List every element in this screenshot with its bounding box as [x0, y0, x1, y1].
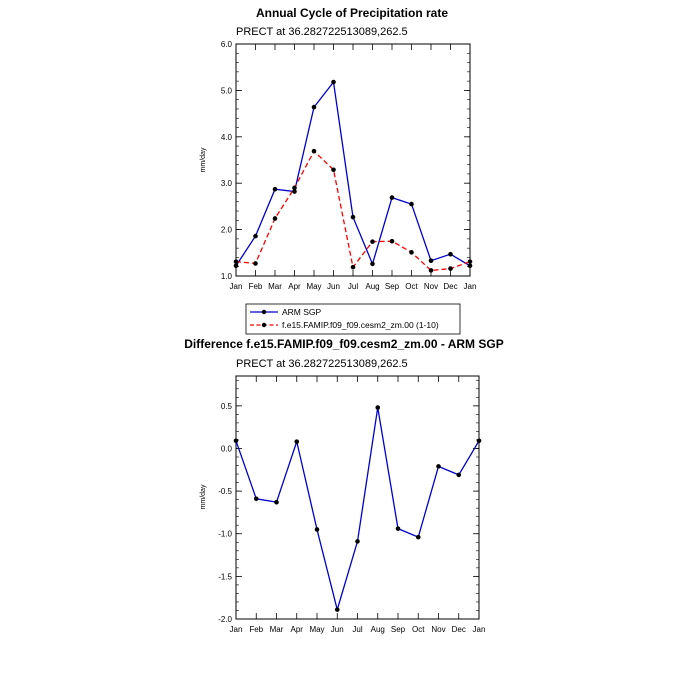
y-axis-label: mm/day: [200, 484, 207, 509]
series-0-point: [415, 534, 421, 540]
y-tick-label: -2.0: [218, 615, 232, 624]
x-tick-label: Jan: [230, 282, 243, 291]
legend-marker-model: [261, 322, 267, 328]
series-1-point: [389, 238, 395, 244]
y-tick-label: 0.0: [221, 444, 233, 453]
series-0-point: [274, 499, 279, 505]
x-tick-label: Aug: [365, 282, 379, 291]
series-0-point: [350, 214, 356, 220]
series-0-point: [409, 201, 414, 207]
x-tick-label: Jan: [473, 625, 486, 634]
series-0-point: [272, 186, 278, 192]
x-tick-label: Feb: [249, 282, 263, 291]
y-tick-label: 4.0: [221, 133, 233, 142]
y-axis-label: mm/day: [200, 147, 207, 172]
x-tick-label: Apr: [288, 282, 301, 291]
y-tick-label: 0.5: [221, 402, 233, 411]
series-0-point: [292, 189, 297, 194]
x-tick-label: Apr: [291, 625, 304, 634]
series-0-point: [233, 438, 239, 444]
y-tick-label: 2.0: [221, 226, 233, 235]
x-tick-label: Mar: [268, 282, 282, 291]
y-tick-label: 5.0: [221, 86, 233, 95]
x-tick-label: May: [309, 625, 324, 634]
series-0-point: [389, 195, 395, 200]
series-0-point: [314, 527, 320, 532]
series-1-point: [467, 259, 473, 264]
x-tick-label: Jun: [327, 282, 340, 291]
series-0-point: [294, 439, 300, 444]
x-tick-label: Mar: [270, 625, 284, 634]
chart-subtitle: PRECT at 36.282722513089,262.5: [236, 358, 408, 370]
chart-title: Annual Cycle of Precipitation rate: [256, 6, 448, 20]
legend: ARM SGP f.e15.FAMIP.f09_f09.cesm2_zm.00 …: [245, 303, 461, 335]
series-1-point: [448, 266, 453, 271]
series-0-point: [355, 539, 360, 544]
series-line-1: [235, 150, 471, 272]
series-0-point: [331, 79, 336, 85]
series-0-point: [233, 263, 239, 269]
x-tick-label: Nov: [424, 282, 438, 291]
x-tick-label: Jun: [331, 625, 344, 634]
x-tick-label: Nov: [431, 625, 445, 634]
x-tick-label: Jul: [348, 282, 358, 291]
series-line-0: [235, 407, 480, 613]
y-tick-label: 6.0: [221, 40, 233, 49]
series-1-point: [331, 167, 336, 173]
legend-label-model: f.e15.FAMIP.f09_f09.cesm2_zm.00 (1-10): [282, 320, 439, 330]
series-0-point: [370, 261, 375, 267]
x-tick-label: Jan: [230, 625, 243, 634]
series-0-point: [311, 104, 317, 110]
series-0-point: [253, 233, 258, 239]
y-tick-label: -1.0: [218, 530, 232, 539]
x-tick-label: Dec: [452, 625, 466, 634]
x-tick-label: Feb: [249, 625, 263, 634]
annual-cycle-panel: Annual Cycle of Precipitation rate PRECT…: [200, 6, 477, 335]
plot-frame: [235, 43, 471, 277]
series-0-point: [436, 464, 441, 469]
series-1-point: [292, 185, 297, 191]
x-tick-label: Jul: [352, 625, 362, 634]
series-1-point: [233, 259, 239, 264]
series-0-point: [395, 526, 401, 531]
x-tick-label: Dec: [443, 282, 457, 291]
x-tick-label: Oct: [412, 625, 425, 634]
series-1-point: [428, 268, 434, 273]
legend-box: [245, 303, 461, 335]
y-tick-label: 3.0: [221, 179, 233, 188]
chart-title: Difference f.e15.FAMIP.f09_f09.cesm2_zm.…: [184, 337, 503, 351]
series-1-point: [272, 216, 278, 221]
y-tick-label: -1.5: [218, 572, 232, 581]
plot-frame: [235, 375, 480, 620]
series-1-point: [311, 148, 317, 154]
series-0-point: [467, 263, 473, 269]
x-tick-label: Sep: [385, 282, 400, 291]
series-line-0: [235, 80, 471, 267]
series-0-point: [456, 472, 462, 478]
y-tick-label: 1.0: [221, 272, 233, 281]
series-0-point: [428, 258, 434, 263]
x-tick-label: Sep: [391, 625, 406, 634]
series-0-point: [253, 496, 259, 502]
x-tick-label: May: [306, 282, 321, 291]
series-0-point: [375, 405, 381, 410]
difference-panel: Difference f.e15.FAMIP.f09_f09.cesm2_zm.…: [184, 337, 503, 634]
chart-subtitle: PRECT at 36.282722513089,262.5: [236, 26, 408, 38]
series-0-point: [448, 251, 453, 257]
legend-marker-arm: [261, 309, 267, 315]
y-tick-label: -0.5: [218, 487, 232, 496]
series-0-point: [476, 438, 482, 444]
series-1-point: [253, 261, 258, 266]
series-1-point: [350, 264, 356, 270]
series-1-point: [409, 250, 414, 255]
x-tick-label: Aug: [371, 625, 385, 634]
legend-label-arm: ARM SGP: [282, 307, 322, 317]
series-1-point: [370, 239, 375, 244]
series-0-point: [334, 607, 340, 612]
x-tick-label: Oct: [405, 282, 418, 291]
x-tick-label: Jan: [464, 282, 477, 291]
